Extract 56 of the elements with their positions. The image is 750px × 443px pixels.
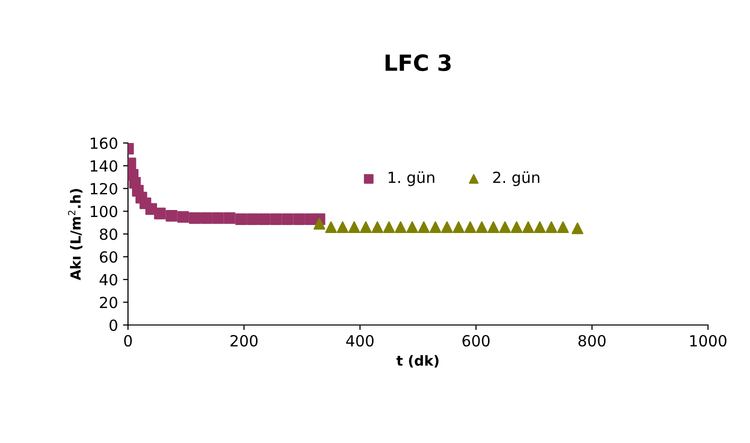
point — [293, 213, 305, 226]
point — [188, 212, 201, 224]
point — [557, 221, 569, 234]
y-tick-label: 60 — [100, 251, 118, 263]
point — [488, 221, 500, 234]
point — [166, 210, 178, 222]
point — [177, 211, 189, 223]
point — [348, 221, 360, 234]
point — [258, 213, 270, 226]
y-tick-label: 40 — [100, 274, 118, 286]
y-tick-label: 160 — [90, 137, 118, 150]
point — [464, 221, 476, 234]
x-tick-label: 0 — [124, 334, 132, 347]
y-tick-label: 100 — [90, 206, 118, 218]
point — [224, 212, 236, 224]
point — [510, 221, 522, 234]
point — [246, 213, 259, 226]
point — [441, 221, 453, 234]
point — [546, 221, 558, 234]
point — [534, 221, 546, 234]
point — [154, 208, 166, 220]
x-tick-label: 800 — [578, 334, 606, 347]
point — [383, 221, 395, 234]
x-tick-label: 400 — [346, 334, 374, 347]
point — [282, 213, 294, 226]
point — [394, 221, 406, 234]
x-axis-title: t (dk) — [396, 355, 438, 368]
point — [418, 221, 430, 234]
point — [325, 221, 337, 234]
point — [200, 212, 212, 224]
point — [522, 221, 534, 234]
point — [406, 221, 418, 234]
point — [314, 218, 326, 230]
y-tick-label: 80 — [100, 228, 118, 240]
point — [235, 213, 247, 226]
y-axis-title: Akı (L/m$^{2}$.h) — [68, 188, 82, 280]
point — [430, 221, 442, 234]
point — [360, 221, 372, 234]
y-tick-label: 20 — [100, 296, 118, 308]
point — [452, 221, 464, 234]
legend-label: 2. gün — [493, 171, 540, 186]
point — [336, 221, 348, 234]
y-tick-label: 120 — [90, 182, 118, 195]
point — [270, 213, 282, 226]
point — [499, 221, 511, 234]
point — [372, 221, 384, 234]
x-tick-label: 200 — [230, 334, 258, 347]
point — [212, 212, 224, 224]
x-tick-label: 1000 — [690, 334, 726, 347]
point — [476, 221, 488, 234]
x-tick-label: 600 — [462, 334, 490, 347]
legend-label: 1. gün — [388, 171, 434, 186]
y-tick-label: 0 — [110, 319, 118, 332]
point — [572, 222, 584, 234]
chart-title: LFC 3 — [386, 54, 451, 72]
y-tick-label: 140 — [90, 160, 118, 172]
